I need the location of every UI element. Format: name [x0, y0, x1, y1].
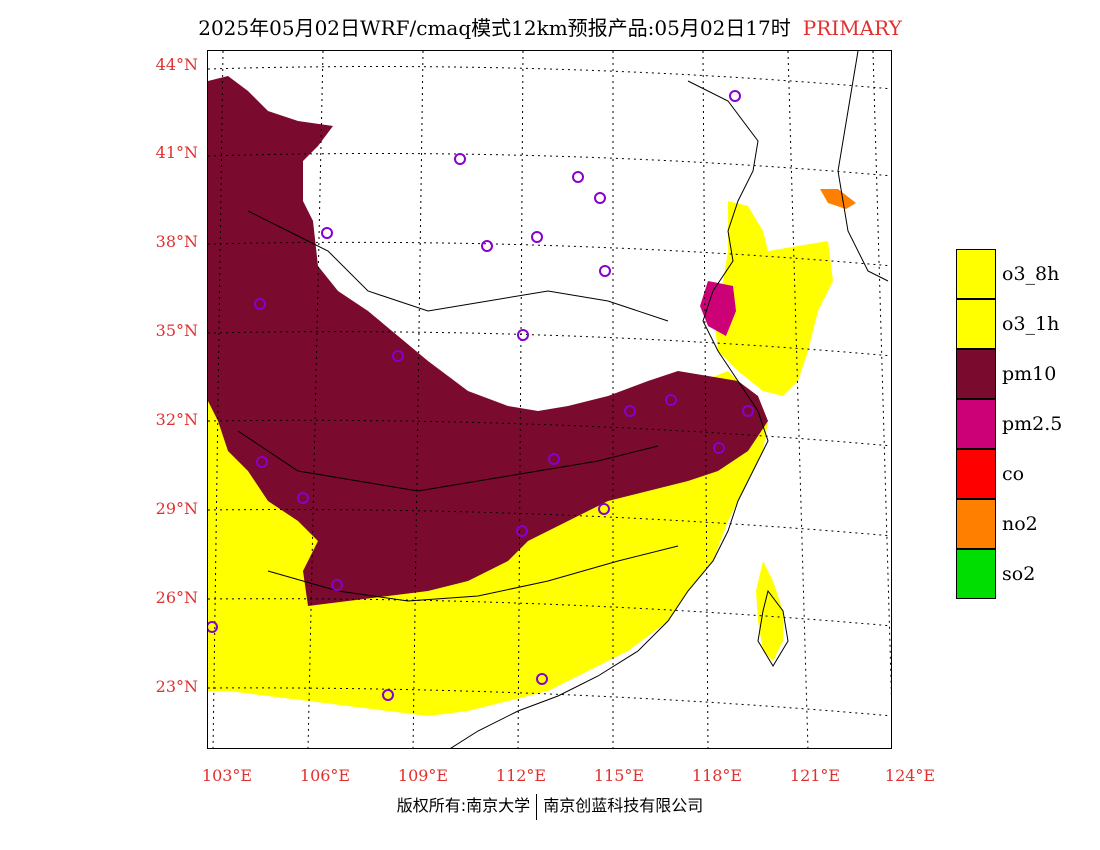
map-borders [237, 51, 889, 748]
lat-label-35n: 35°N [155, 321, 198, 340]
lat-label-26n: 26°N [155, 588, 198, 607]
lat-label-41n: 41°N [155, 143, 198, 162]
lon-label-124e: 124°E [884, 766, 936, 785]
copyright-footer: 版权所有:南京大学 南京创蓝科技有限公司 [0, 792, 1100, 820]
o3-region-coast [713, 201, 833, 396]
lat-label-32n: 32°N [155, 410, 198, 429]
legend-swatch [956, 499, 996, 549]
legend-swatch [956, 299, 996, 349]
lat-label-23n: 23°N [155, 677, 198, 696]
legend-swatch [956, 549, 996, 599]
legend-label: pm2.5 [1002, 413, 1063, 435]
map-canvas [208, 51, 891, 748]
o3-region-taiwan [756, 561, 783, 661]
pm25-region [700, 281, 736, 336]
legend-swatch [956, 349, 996, 399]
lon-label-106e: 106°E [299, 766, 351, 785]
lon-label-118e: 118°E [691, 766, 743, 785]
lon-label-115e: 115°E [593, 766, 645, 785]
legend-swatch [956, 399, 996, 449]
legend-label: o3_8h [1002, 263, 1060, 285]
lat-label-38n: 38°N [155, 232, 198, 251]
legend-label: so2 [1002, 563, 1036, 585]
lat-label-29n: 29°N [155, 499, 198, 518]
lat-label-44n: 44°N [155, 55, 198, 74]
lon-label-121e: 121°E [789, 766, 841, 785]
pm10-region [208, 76, 768, 606]
lon-label-103e: 103°E [201, 766, 253, 785]
legend-swatch [956, 449, 996, 499]
chart-title: 2025年05月02日WRF/cmaq模式12km预报产品:05月02日17时 P… [0, 12, 1100, 41]
copyright-right: 南京创蓝科技有限公司 [543, 796, 704, 815]
legend-swatch [956, 249, 996, 299]
legend-label: o3_1h [1002, 313, 1060, 335]
copyright-separator [536, 793, 538, 820]
clear-region-north [318, 121, 728, 391]
copyright-left: 版权所有:南京大学 [396, 796, 531, 815]
legend-label: no2 [1002, 513, 1038, 535]
lon-label-112e: 112°E [495, 766, 547, 785]
forecast-map [207, 50, 892, 749]
legend-label: pm10 [1002, 363, 1057, 385]
title-primary-tag: PRIMARY [802, 16, 902, 40]
lon-label-109e: 109°E [397, 766, 449, 785]
legend-label: co [1002, 463, 1025, 485]
title-main-text: 2025年05月02日WRF/cmaq模式12km预报产品:05月02日17时 [198, 16, 791, 40]
station-markers [208, 90, 754, 701]
map-gridlines [208, 51, 891, 748]
no2-region [820, 189, 856, 209]
